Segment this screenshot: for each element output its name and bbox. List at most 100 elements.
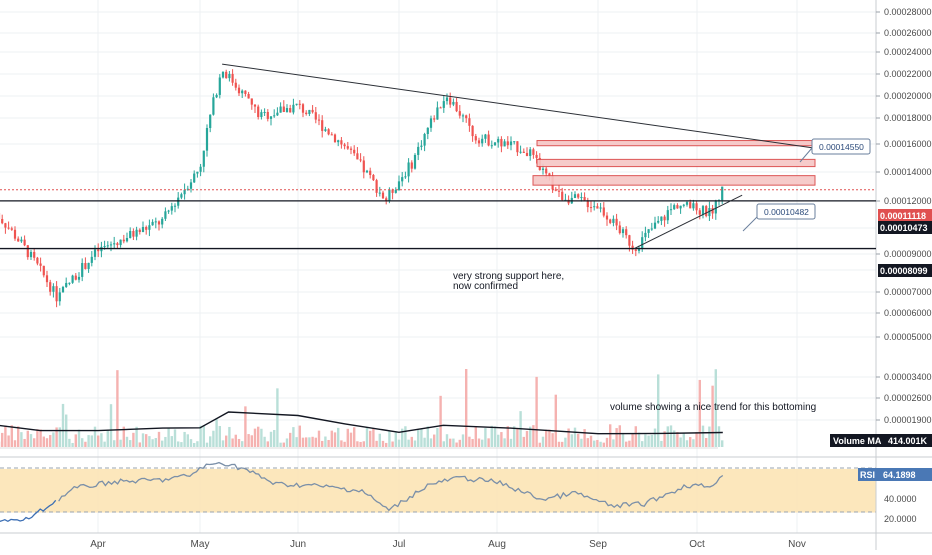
volume-bar — [356, 441, 358, 447]
volume-bar — [596, 440, 598, 447]
volume-bar — [215, 419, 217, 447]
candle-body — [369, 171, 371, 175]
candle-body — [299, 104, 301, 105]
volume-bar — [247, 434, 249, 447]
candle-body — [152, 222, 154, 225]
volume-bar — [644, 434, 646, 447]
candle-body — [443, 101, 445, 108]
candle-body — [97, 250, 99, 252]
volume-bar — [404, 426, 406, 447]
volume-bar — [33, 438, 35, 447]
candle-body — [168, 211, 170, 212]
candle-body — [388, 190, 390, 201]
volume-bar — [14, 440, 16, 447]
resistance-zone[interactable] — [537, 141, 815, 146]
candle-body — [577, 194, 579, 197]
volume-bar — [564, 438, 566, 447]
candle-body — [270, 116, 272, 119]
candle-body — [715, 200, 717, 213]
price-axis-label: 0.00022000 — [884, 69, 932, 79]
candle-body — [305, 113, 307, 114]
volume-bar — [1, 433, 3, 447]
volume-bar — [212, 431, 214, 447]
resistance-zone[interactable] — [533, 176, 815, 186]
volume-bar — [721, 440, 723, 447]
candle-body — [491, 145, 493, 146]
volume-bar — [164, 437, 166, 447]
volume-bar — [324, 437, 326, 447]
candle-body — [641, 237, 643, 249]
volume-bar — [129, 440, 131, 447]
candle-body — [78, 277, 80, 280]
candle-body — [145, 227, 147, 230]
volume-bar — [103, 442, 105, 447]
candle-body — [558, 191, 560, 192]
volume-bar — [225, 436, 227, 447]
volume-bar — [276, 388, 278, 447]
candle-body — [177, 198, 179, 206]
candle-body — [363, 160, 365, 172]
support-annotation-line-2[interactable]: now confirmed — [453, 281, 518, 292]
volume-bar — [203, 425, 205, 447]
volume-bar — [219, 426, 221, 447]
time-axis-label: May — [191, 539, 210, 550]
candle-body — [84, 263, 86, 269]
volume-bar — [270, 432, 272, 447]
candle-body — [24, 240, 26, 246]
volume-bar — [411, 437, 413, 447]
resistance-zone[interactable] — [537, 159, 815, 166]
candle-body — [136, 230, 138, 237]
volume-bar — [548, 430, 550, 447]
volume-bar — [228, 427, 230, 447]
volume-bar — [148, 436, 150, 447]
candle-body — [459, 111, 461, 115]
volume-annotation[interactable]: volume showing a nice trend for this bot… — [610, 402, 816, 413]
volume-bar — [574, 428, 576, 447]
candle-body — [302, 104, 304, 112]
candle-body — [478, 140, 480, 143]
volume-bar — [17, 426, 19, 447]
candle-body — [4, 223, 6, 227]
candle-body — [235, 83, 237, 88]
candle-body — [593, 206, 595, 207]
candle-body — [353, 150, 355, 153]
candle-body — [721, 187, 723, 201]
candle-body — [372, 175, 374, 180]
volume-bar — [289, 433, 291, 447]
volume-bar — [222, 440, 224, 447]
candle-body — [449, 97, 451, 104]
candle-body — [52, 286, 54, 292]
candle-body — [609, 219, 611, 222]
candle-body — [488, 135, 490, 146]
candle-body — [497, 139, 499, 143]
candle-body — [436, 107, 438, 119]
volume-bar — [372, 428, 374, 447]
candle-body — [696, 203, 698, 210]
candle-body — [155, 221, 157, 222]
candle-body — [267, 112, 269, 119]
volume-bar — [299, 426, 301, 447]
candle-body — [337, 140, 339, 142]
candle-body — [628, 235, 630, 246]
candle-body — [120, 240, 122, 245]
volume-bar — [27, 431, 29, 447]
volume-bar — [190, 439, 192, 447]
volume-bar — [318, 431, 320, 447]
volume-bar — [494, 426, 496, 447]
candle-body — [356, 153, 358, 159]
volume-bar — [267, 441, 269, 447]
volume-bar — [20, 432, 22, 447]
volume-bar — [327, 440, 329, 447]
volume-bar — [670, 425, 672, 447]
candle-body — [283, 107, 285, 112]
candle-body — [523, 152, 525, 153]
candle-body — [465, 115, 467, 118]
callout-lower-label: 0.00010482 — [764, 207, 809, 217]
price-axis-label: 0.00001900 — [884, 415, 932, 425]
candle-body — [209, 115, 211, 128]
price-axis-label: 0.00020000 — [884, 91, 932, 101]
candle-body — [379, 193, 381, 194]
candle-body — [260, 112, 262, 117]
candle-body — [366, 171, 368, 173]
